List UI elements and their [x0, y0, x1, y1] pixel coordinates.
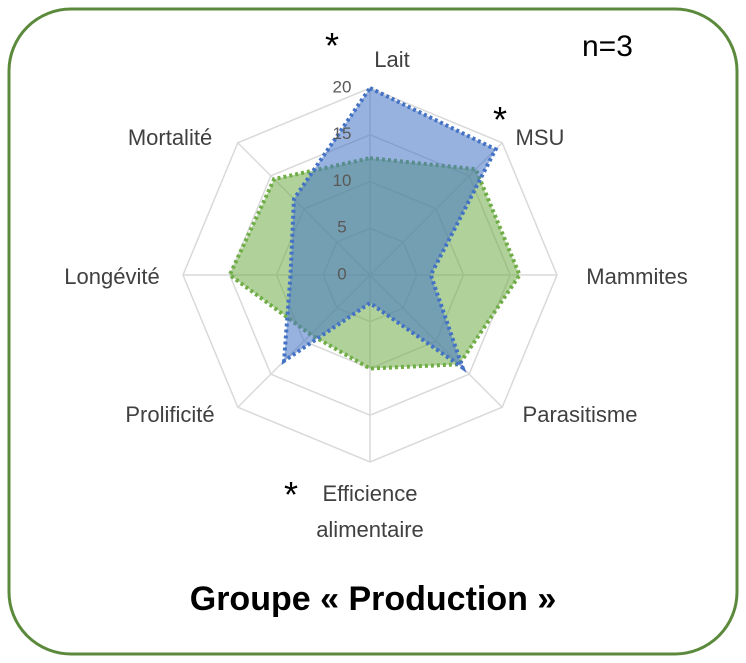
category-label: MSU	[515, 125, 565, 150]
category-label: Prolificité	[125, 402, 215, 427]
r-tick-label: 5	[337, 218, 346, 237]
r-tick-label: 15	[333, 124, 352, 143]
r-tick-label: 20	[333, 77, 352, 96]
chart-title: Groupe « Production »	[189, 580, 557, 618]
category-label: Efficience alimentaire	[316, 481, 424, 542]
annotation: *	[324, 25, 340, 66]
category-label: Parasitisme	[522, 402, 638, 427]
category-label: Mortalité	[127, 125, 213, 150]
category-label: Lait	[374, 47, 410, 72]
series-area	[281, 85, 499, 373]
r-tick-label: 10	[333, 171, 352, 190]
annotation: *	[492, 99, 508, 140]
annotation: *	[283, 474, 299, 515]
category-label: Longévité	[64, 264, 160, 289]
sample-size: n=3	[582, 30, 633, 63]
category-label: Mammites	[586, 264, 688, 289]
r-tick-label: 0	[337, 264, 346, 283]
